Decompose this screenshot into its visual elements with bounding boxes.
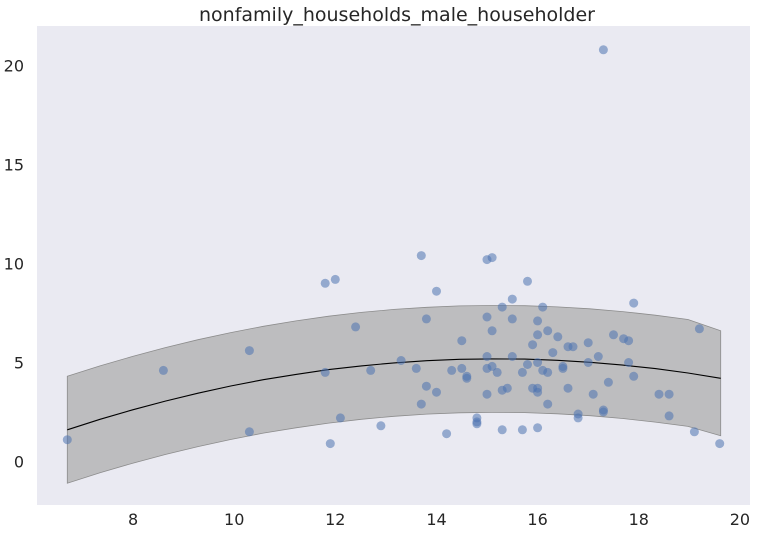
data-point: [366, 365, 376, 375]
data-point: [497, 302, 507, 312]
confidence-band-layer: [66, 305, 722, 484]
data-point: [593, 352, 603, 361]
data-point: [330, 274, 340, 284]
data-point: [442, 429, 452, 439]
data-point: [568, 342, 578, 352]
data-point: [689, 427, 699, 437]
data-point: [320, 367, 330, 377]
x-tick-label: 12: [325, 510, 345, 529]
data-point: [396, 356, 406, 365]
x-tick-label: 14: [426, 510, 446, 529]
data-point: [432, 286, 441, 296]
data-point: [609, 330, 618, 340]
data-point: [487, 326, 497, 336]
data-point: [533, 330, 543, 340]
data-point: [654, 389, 664, 399]
data-point: [523, 360, 532, 369]
data-points-layer: [62, 45, 725, 449]
data-point: [573, 413, 583, 423]
data-point: [507, 294, 517, 304]
data-point: [629, 298, 639, 308]
data-point: [502, 383, 512, 393]
data-point: [411, 363, 421, 373]
data-point: [533, 358, 543, 367]
data-point: [457, 363, 467, 373]
data-point: [598, 45, 608, 55]
fit-line: [67, 358, 721, 431]
data-point: [325, 439, 335, 449]
data-point: [563, 383, 573, 393]
data-point: [432, 387, 441, 397]
y-tick-label: 5: [14, 354, 24, 373]
data-point: [158, 365, 168, 375]
data-point: [351, 322, 361, 332]
data-point: [533, 387, 543, 397]
data-point: [533, 316, 543, 326]
data-point: [244, 427, 254, 437]
data-point: [583, 338, 593, 348]
data-point: [538, 302, 548, 312]
data-point: [447, 365, 457, 375]
data-point: [528, 340, 538, 350]
data-point: [553, 332, 563, 342]
data-point: [421, 381, 431, 391]
data-point: [543, 326, 553, 336]
data-point: [482, 352, 492, 361]
data-point: [335, 413, 345, 423]
fit-line-layer: [67, 358, 721, 431]
data-point: [598, 407, 608, 417]
data-point: [457, 336, 467, 346]
data-point: [416, 399, 426, 409]
data-point: [517, 425, 527, 435]
data-point: [487, 253, 497, 263]
confidence-band: [66, 305, 722, 484]
y-tick-label: 15: [4, 156, 24, 175]
data-point: [603, 377, 613, 387]
y-tick-label: 20: [4, 57, 24, 76]
data-point: [421, 314, 431, 324]
data-point: [543, 367, 553, 377]
x-tick-label: 20: [730, 510, 750, 529]
data-point: [583, 358, 593, 367]
data-point: [588, 389, 598, 399]
data-point: [694, 324, 704, 334]
data-point: [523, 276, 532, 286]
data-point: [548, 348, 558, 358]
data-point: [376, 421, 386, 431]
data-point: [482, 389, 492, 399]
data-point: [472, 419, 482, 429]
data-point: [533, 423, 543, 433]
data-point: [624, 336, 634, 346]
x-tick-label: 18: [629, 510, 649, 529]
x-tick-labels: 8 10 12 14 16 18 20: [128, 510, 750, 529]
data-point: [244, 346, 254, 356]
y-tick-label: 0: [14, 453, 24, 472]
y-tick-label: 10: [4, 255, 24, 274]
data-point: [507, 314, 517, 324]
x-tick-label: 8: [128, 510, 138, 529]
data-point: [624, 358, 634, 367]
data-point: [416, 251, 426, 261]
data-point: [487, 361, 497, 371]
data-point: [629, 371, 639, 381]
data-point: [62, 435, 72, 445]
data-point: [543, 399, 553, 409]
data-point: [320, 278, 330, 288]
data-point: [497, 425, 507, 435]
y-tick-labels: 0 5 10 15 20: [4, 57, 24, 472]
data-point: [715, 439, 725, 449]
x-tick-label: 16: [527, 510, 547, 529]
data-point: [517, 367, 527, 377]
data-point: [664, 411, 674, 421]
chart-title: nonfamily_households_male_householder: [199, 4, 595, 26]
data-point: [507, 352, 517, 361]
data-point: [492, 367, 502, 377]
data-point: [482, 312, 492, 322]
data-point: [462, 373, 472, 383]
data-point: [558, 363, 568, 373]
x-tick-label: 10: [224, 510, 244, 529]
data-point: [664, 389, 674, 399]
